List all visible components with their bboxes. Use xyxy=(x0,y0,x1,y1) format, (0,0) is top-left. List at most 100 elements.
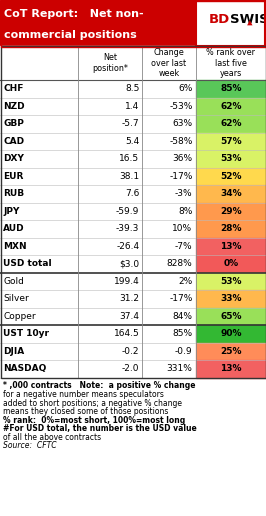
Text: 828%: 828% xyxy=(167,259,193,268)
Text: 85%: 85% xyxy=(220,84,242,93)
Text: 53%: 53% xyxy=(220,277,242,286)
Text: GBP: GBP xyxy=(3,119,24,128)
Bar xyxy=(196,0,266,46)
Text: 62%: 62% xyxy=(220,119,242,128)
Text: 85%: 85% xyxy=(172,329,193,338)
Bar xyxy=(0,220,196,237)
Text: AUD: AUD xyxy=(3,224,25,233)
Text: 331%: 331% xyxy=(167,364,193,373)
Text: -7%: -7% xyxy=(175,242,193,251)
Text: -5.7: -5.7 xyxy=(122,119,139,128)
Bar xyxy=(0,308,196,325)
Text: CoT Report:   Net non-: CoT Report: Net non- xyxy=(4,9,144,19)
Text: -59.9: -59.9 xyxy=(116,207,139,216)
Text: added to short positions; a negative % change: added to short positions; a negative % c… xyxy=(3,398,182,408)
Text: #For USD total, the number is the USD value: #For USD total, the number is the USD va… xyxy=(3,424,197,433)
Bar xyxy=(196,80,266,98)
Text: BD: BD xyxy=(209,13,230,26)
Text: RUB: RUB xyxy=(3,189,24,198)
Bar xyxy=(196,202,266,220)
Text: Copper: Copper xyxy=(3,312,36,321)
Bar xyxy=(196,272,266,290)
Text: CHF: CHF xyxy=(3,84,23,93)
Text: 13%: 13% xyxy=(220,242,242,251)
Text: Source:  CFTC: Source: CFTC xyxy=(3,441,57,450)
Bar xyxy=(196,255,266,272)
Bar xyxy=(0,343,196,360)
Bar xyxy=(1,1,265,46)
Text: -17%: -17% xyxy=(169,172,193,181)
Text: 0%: 0% xyxy=(223,259,238,268)
Text: 84%: 84% xyxy=(173,312,193,321)
Bar xyxy=(196,185,266,202)
Text: JPY: JPY xyxy=(3,207,19,216)
Bar xyxy=(0,133,196,150)
Bar xyxy=(0,150,196,168)
Text: DXY: DXY xyxy=(3,154,24,163)
Bar xyxy=(0,46,266,80)
Bar xyxy=(196,343,266,360)
Text: UST 10yr: UST 10yr xyxy=(3,329,49,338)
Text: 65%: 65% xyxy=(220,312,242,321)
Text: 1.4: 1.4 xyxy=(125,102,139,111)
Text: commercial positions: commercial positions xyxy=(4,29,137,40)
Text: % rank over
last five
years: % rank over last five years xyxy=(206,48,255,78)
Bar xyxy=(0,290,196,308)
Text: DJIA: DJIA xyxy=(3,347,24,356)
Bar xyxy=(196,98,266,115)
Text: Gold: Gold xyxy=(3,277,24,286)
Bar xyxy=(0,115,196,133)
Text: Change
over last
week: Change over last week xyxy=(151,48,186,78)
Text: 6%: 6% xyxy=(178,84,193,93)
Text: Net
position*: Net position* xyxy=(93,53,128,73)
Text: % rank:  0%=most short, 100%=most long: % rank: 0%=most short, 100%=most long xyxy=(3,415,185,425)
Text: -3%: -3% xyxy=(175,189,193,198)
Text: 164.5: 164.5 xyxy=(114,329,139,338)
Text: 28%: 28% xyxy=(220,224,242,233)
Text: 5.4: 5.4 xyxy=(125,137,139,146)
Text: EUR: EUR xyxy=(3,172,23,181)
Bar xyxy=(1,46,265,378)
Text: means they closed some of those positions: means they closed some of those position… xyxy=(3,407,168,416)
Text: 16.5: 16.5 xyxy=(119,154,139,163)
Bar xyxy=(0,255,196,272)
Bar xyxy=(0,98,196,115)
Text: -2.0: -2.0 xyxy=(122,364,139,373)
Bar xyxy=(0,325,196,343)
Bar xyxy=(196,115,266,133)
Bar xyxy=(0,202,196,220)
Text: CAD: CAD xyxy=(3,137,24,146)
Text: 38.1: 38.1 xyxy=(119,172,139,181)
Bar xyxy=(196,220,266,237)
Text: -0.2: -0.2 xyxy=(122,347,139,356)
Bar xyxy=(0,272,196,290)
Text: 8.5: 8.5 xyxy=(125,84,139,93)
Text: 37.4: 37.4 xyxy=(119,312,139,321)
Text: 29%: 29% xyxy=(220,207,242,216)
Text: MXN: MXN xyxy=(3,242,27,251)
Text: -0.9: -0.9 xyxy=(175,347,193,356)
Text: 2%: 2% xyxy=(178,277,193,286)
Text: 36%: 36% xyxy=(172,154,193,163)
Text: 7.6: 7.6 xyxy=(125,189,139,198)
Bar xyxy=(196,133,266,150)
Bar xyxy=(196,360,266,378)
Text: 53%: 53% xyxy=(220,154,242,163)
Text: 34%: 34% xyxy=(220,189,242,198)
Text: 90%: 90% xyxy=(220,329,242,338)
Bar xyxy=(0,237,196,255)
Text: 10%: 10% xyxy=(172,224,193,233)
Bar xyxy=(196,308,266,325)
Text: $3.0: $3.0 xyxy=(119,259,139,268)
Text: SWISS: SWISS xyxy=(230,13,266,26)
Bar xyxy=(196,237,266,255)
Text: NZD: NZD xyxy=(3,102,25,111)
Text: -53%: -53% xyxy=(169,102,193,111)
Bar xyxy=(196,168,266,185)
Bar xyxy=(196,325,266,343)
Bar xyxy=(196,290,266,308)
Text: * ,000 contracts   Note:  a positive % change: * ,000 contracts Note: a positive % chan… xyxy=(3,381,196,391)
Bar xyxy=(0,80,196,98)
Text: -17%: -17% xyxy=(169,294,193,303)
Text: 57%: 57% xyxy=(220,137,242,146)
